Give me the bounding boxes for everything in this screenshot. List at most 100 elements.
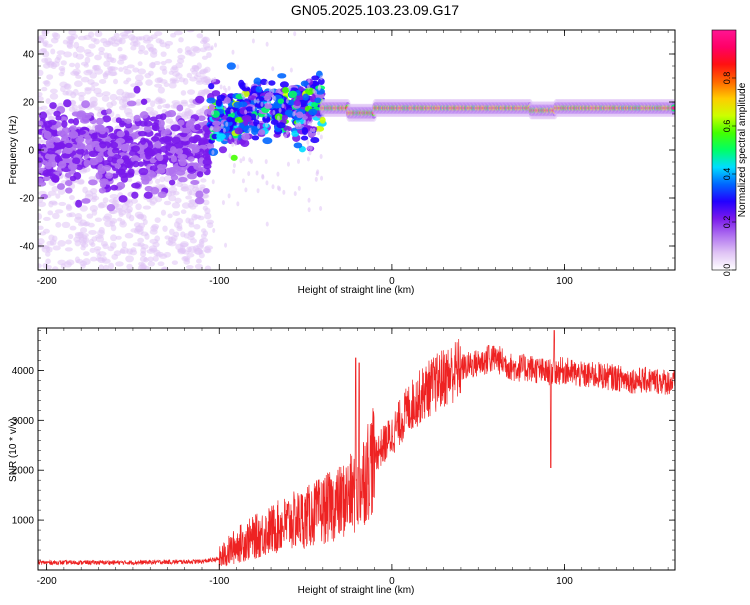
spectral-cell (41, 86, 48, 92)
spectral-cell (197, 115, 206, 122)
spectral-cell (202, 188, 210, 194)
spectral-cell (109, 133, 117, 140)
x-tick-label: -100 (209, 576, 229, 587)
spectral-cell (303, 119, 307, 125)
spectral-cell (143, 50, 149, 56)
spectral-cell (129, 249, 138, 256)
spectral-cell (307, 78, 311, 84)
spectral-cell (180, 101, 189, 107)
spectral-cell (171, 79, 180, 84)
spectral-cell (69, 99, 76, 107)
spectral-cell (170, 124, 181, 132)
spectral-cell (109, 141, 119, 149)
spectral-cell (127, 93, 135, 99)
spectral-cell (92, 65, 100, 70)
spectral-cell (90, 100, 98, 107)
spectral-cell (156, 154, 164, 162)
spectral-cell (193, 224, 201, 230)
spectral-cell (314, 90, 318, 96)
spectral-cell (109, 93, 118, 101)
spectral-cell (118, 55, 127, 62)
spectral-cell (258, 129, 266, 136)
spectral-cell (147, 47, 157, 52)
spectral-cell (288, 85, 292, 91)
spectral-cell (55, 221, 62, 228)
spectral-cell (86, 213, 94, 219)
spectral-cell (234, 116, 244, 124)
spectral-cell (220, 124, 224, 130)
spectral-cell (208, 82, 215, 90)
spectral-cell (188, 143, 196, 149)
spectral-cell (68, 106, 76, 112)
spectral-cell (49, 88, 58, 94)
spectral-cell (300, 80, 309, 87)
spectral-cell (306, 139, 310, 145)
spectral-cell (244, 187, 248, 193)
spectral-cell (115, 37, 123, 43)
spectral-cell (211, 110, 215, 116)
spectral-cell (150, 135, 160, 142)
spectral-cell (56, 183, 66, 190)
spectral-cell (41, 244, 50, 249)
spectral-cell (66, 41, 73, 48)
spectral-cell (265, 122, 269, 128)
spectral-cell (177, 47, 183, 54)
spectral-cell (170, 104, 178, 109)
spectral-cell (164, 235, 171, 240)
spectral-cell (161, 267, 168, 270)
spectral-cell (138, 45, 146, 52)
x-tick-label: 100 (556, 276, 573, 287)
spectral-cell (79, 219, 88, 226)
spectral-cell (82, 258, 91, 266)
spectral-cell (276, 171, 280, 177)
spectral-cell (199, 107, 205, 114)
spectral-cell (102, 115, 112, 123)
spectral-cell (291, 130, 300, 137)
spectral-cell (167, 213, 173, 219)
spectral-cell (237, 122, 245, 129)
spectral-cell (137, 61, 143, 67)
snr-series-line (38, 330, 675, 570)
spectral-cell (271, 66, 275, 72)
spectral-cell (69, 175, 77, 182)
spectral-cell (188, 136, 199, 144)
spectral-cell (49, 239, 57, 246)
spectral-cell (67, 233, 74, 240)
snr-plot-area (38, 330, 675, 570)
spectrogram-ylabel: Frequency (Hz) (8, 116, 19, 185)
spectral-cell (63, 99, 72, 108)
spectral-cell (173, 30, 183, 36)
spectral-cell (189, 205, 197, 210)
spectral-cell (115, 235, 122, 240)
spectral-cell (140, 262, 146, 269)
spectral-cell (82, 251, 90, 257)
spectral-cell (122, 157, 131, 165)
spectral-cell (52, 32, 61, 40)
spectral-cell (143, 125, 152, 133)
spectral-cell (80, 61, 89, 66)
spectral-cell (173, 231, 180, 238)
spectral-cell (278, 186, 282, 192)
y-tick-label: 20 (23, 98, 35, 109)
spectral-cell (236, 121, 240, 127)
spectral-cell (186, 30, 195, 33)
spectral-cell (160, 60, 167, 66)
spectral-cell (54, 209, 64, 214)
spectral-cell (40, 193, 48, 200)
spectral-cell (121, 241, 127, 249)
spectral-cell (126, 263, 133, 270)
spectral-cell (260, 101, 264, 107)
spectral-cell (169, 146, 177, 154)
spectral-cell (196, 33, 204, 39)
spectral-cell (251, 38, 255, 44)
spectral-cell (58, 65, 66, 72)
spectral-cell (80, 76, 90, 83)
spectral-cell (115, 261, 124, 267)
spectral-cell (187, 188, 193, 196)
spectral-cell (74, 256, 80, 264)
spectral-cell (39, 111, 48, 120)
spectral-cell (150, 187, 160, 195)
spectral-cell (157, 86, 165, 94)
spectral-cell (283, 133, 287, 139)
spectral-cell (171, 136, 181, 145)
